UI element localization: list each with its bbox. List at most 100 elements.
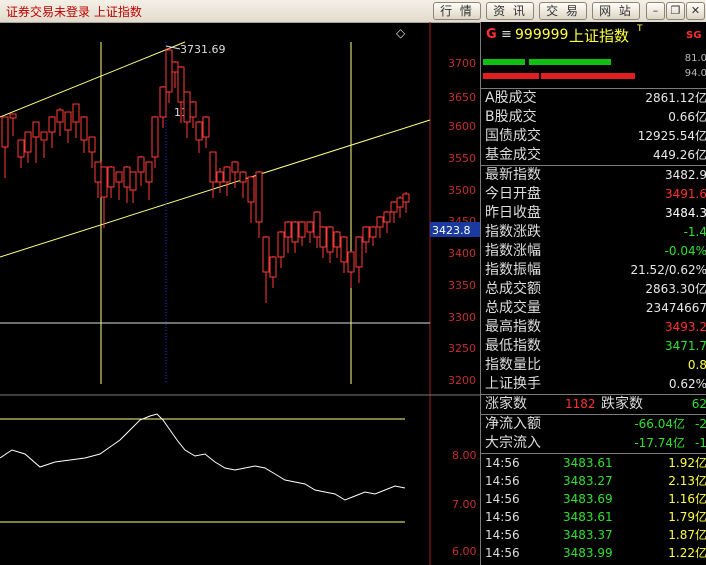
volume-value: 449.26亿 [653, 148, 706, 162]
candle-body [369, 226, 377, 238]
news-button[interactable]: 资 讯 [486, 2, 534, 20]
divider [481, 165, 706, 166]
candle-body [306, 221, 314, 233]
tick-price: 3483.37 [563, 528, 613, 542]
up-count-value: 1182 [565, 397, 596, 411]
candle-body [376, 216, 384, 228]
candle-body [269, 256, 277, 278]
candle-body [64, 111, 72, 131]
candle-body [239, 171, 247, 183]
candle-body [80, 116, 88, 141]
tick-volume: 1.79亿 [668, 510, 706, 524]
index-stat-row: 指数振幅 21.52/0.62% [481, 261, 706, 280]
volume-value: 0.66亿 [668, 110, 706, 124]
g-label: G [486, 27, 497, 42]
minimize-icon[interactable]: – [646, 2, 665, 20]
indicator-line [0, 413, 406, 501]
volume-value: 2861.12亿 [645, 91, 706, 105]
index-stat-row: 总成交额 2863.30亿 [481, 280, 706, 299]
candle-body [333, 231, 341, 248]
candle-body [40, 131, 48, 141]
price-tick-3600: 3600 [448, 120, 476, 133]
candle-body [355, 236, 363, 268]
divider [481, 394, 706, 395]
current-price-tag: 3423.8 [432, 224, 471, 237]
tick-time: 14:56 [485, 528, 520, 542]
strength-bars: 81.0 94.0 [481, 50, 706, 84]
up-count-label: 涨家数 [485, 396, 527, 412]
candle-body [1, 116, 9, 148]
index-stat-value: 21.52/0.62% [630, 263, 706, 277]
tick-volume: 1.87亿 [668, 528, 706, 542]
divider [481, 453, 706, 454]
website-button[interactable]: 网 站 [592, 2, 640, 20]
price-tick-3650: 3650 [448, 91, 476, 104]
candle-body [390, 201, 398, 213]
index-stat-label: 指数涨幅 [485, 243, 541, 259]
upper-trend-line [0, 41, 186, 118]
index-stat-row: 指数涨幅 -0.04% [481, 242, 706, 261]
flow-extra-value: -2 [695, 417, 706, 431]
candle-body [340, 236, 348, 263]
tick-price: 3483.61 [563, 456, 613, 470]
candle-body [24, 131, 32, 153]
high-annotation-pointer [165, 45, 181, 50]
index-stat-value: 0.8 [687, 358, 706, 372]
volume-label: 国债成交 [485, 128, 541, 144]
candle-body [72, 103, 80, 123]
candle-body [262, 236, 270, 273]
login-status-text: 证券交易未登录 上证指数 [6, 5, 142, 19]
tick-row: 14:56 3483.37 1.87亿 [481, 526, 706, 544]
tick-price: 3483.27 [563, 474, 613, 488]
divider [481, 414, 706, 415]
kline-chart[interactable]: ◇ 3731.69 11 3700 3650 3600 3550 3500 34… [0, 22, 480, 565]
candle-body [231, 161, 239, 173]
index-stat-value: 3491.6 [665, 187, 706, 201]
candle-body [255, 171, 263, 223]
index-stat-row: 最低指数 3471.7 [481, 337, 706, 356]
divider [481, 88, 706, 89]
index-stat-row: 昨日收盘 3484.3 [481, 204, 706, 223]
diamond-icon[interactable]: ◇ [396, 26, 406, 40]
tick-row: 14:56 3483.61 1.92亿 [481, 454, 706, 472]
price-tick-3300: 3300 [448, 311, 476, 324]
index-stat-row: 指数涨跌 -1.4 [481, 223, 706, 242]
candle-body [209, 151, 217, 183]
tick-volume: 1.92亿 [668, 456, 706, 470]
index-code: 999999 [515, 27, 569, 43]
price-tick-3700: 3700 [448, 57, 476, 70]
index-stat-label: 最高指数 [485, 319, 541, 335]
candle-body [115, 171, 123, 183]
candle-body [362, 226, 370, 243]
close-icon[interactable]: ✕ [686, 2, 705, 20]
trade-button[interactable]: 交 易 [539, 2, 587, 20]
candle-body [159, 86, 167, 118]
lower-trend-line [0, 119, 431, 258]
candle-body [165, 49, 173, 93]
down-count-label: 跌家数 [601, 396, 643, 412]
index-stat-row: 今日开盘 3491.6 [481, 185, 706, 204]
tick-price: 3483.99 [563, 546, 613, 560]
index-stat-row: 最高指数 3493.2 [481, 318, 706, 337]
tick-price: 3483.69 [563, 492, 613, 506]
index-stat-value: 2863.30亿 [645, 282, 706, 296]
index-stat-label: 最低指数 [485, 338, 541, 354]
candle-body [56, 109, 64, 123]
index-stat-row: 上证换手 0.62% [481, 375, 706, 394]
menu-icon[interactable]: ≡ [501, 27, 512, 42]
candle-body [88, 136, 96, 153]
current-price-tag-bg [430, 222, 480, 237]
flow-value: -17.74亿 [634, 436, 685, 450]
tick-row: 14:56 3483.69 1.16亿 [481, 490, 706, 508]
tick-volume: 2.13亿 [668, 474, 706, 488]
index-stat-value: 3482.9 [665, 168, 706, 182]
red-bar-2 [539, 73, 635, 79]
index-stat-value: 0.62% [668, 377, 706, 391]
flow-value: -66.04亿 [634, 417, 685, 431]
tick-price: 3483.61 [563, 510, 613, 524]
candle-body [145, 161, 153, 183]
market-button[interactable]: 行 情 [433, 2, 481, 20]
candle-body [277, 231, 285, 258]
restore-icon[interactable]: ❐ [666, 2, 685, 20]
candle-body [48, 116, 56, 133]
